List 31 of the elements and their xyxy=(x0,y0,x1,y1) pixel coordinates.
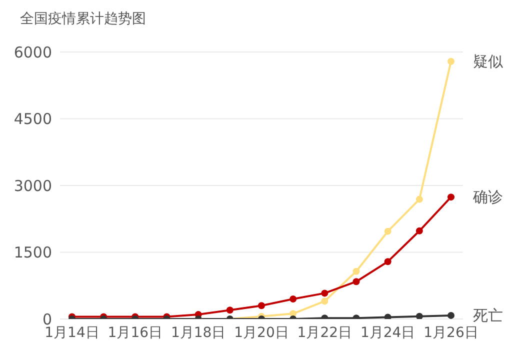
point xyxy=(258,302,265,310)
series-label: 死亡 xyxy=(473,306,503,324)
point xyxy=(384,314,392,319)
point xyxy=(416,227,423,234)
point xyxy=(448,194,454,201)
x-tick-label: 1月20日 xyxy=(234,324,289,341)
y-tick-label: 1500 xyxy=(14,244,52,262)
y-tick-label: 4500 xyxy=(14,110,52,128)
point xyxy=(448,312,454,319)
point xyxy=(321,298,328,305)
point xyxy=(290,295,297,302)
y-tick-label: 3000 xyxy=(14,176,52,195)
chart-title: 全国疫情累计趋势图 xyxy=(20,10,146,28)
y-tick-label: 6000 xyxy=(14,43,52,62)
x-tick-label: 1月16日 xyxy=(108,324,163,341)
point xyxy=(352,278,360,286)
series-label: 疑似 xyxy=(473,52,503,70)
x-tick-label: 1月18日 xyxy=(170,324,226,341)
point xyxy=(384,228,392,235)
point xyxy=(352,268,360,275)
x-tick-label: 1月14日 xyxy=(44,324,100,341)
x-tick-label: 1月24日 xyxy=(360,324,416,341)
series-label: 确诊 xyxy=(472,188,503,206)
x-tick-label: 1月26日 xyxy=(424,324,478,341)
point xyxy=(448,58,454,65)
point xyxy=(416,312,423,319)
point xyxy=(321,290,328,297)
x-tick-label: 1月22日 xyxy=(297,324,352,341)
point xyxy=(384,258,392,266)
point xyxy=(226,306,234,314)
point xyxy=(416,196,423,203)
